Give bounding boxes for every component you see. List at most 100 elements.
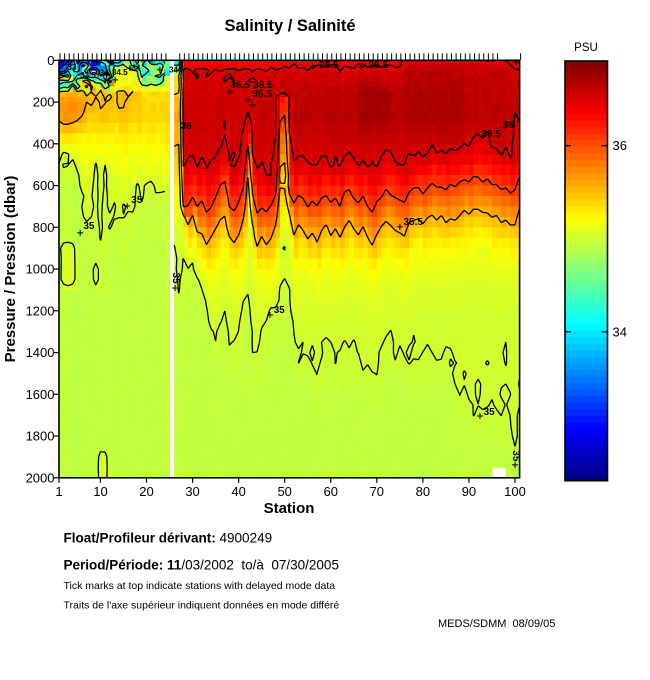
heatmap-cell [252,352,258,364]
heatmap-cell [234,394,240,406]
heatmap-cell [326,81,332,87]
heatmap-cell [261,60,267,67]
heatmap-cell [174,331,180,343]
contour-label-anchor [511,461,518,468]
heatmap-cell [326,373,332,385]
heatmap-cell [206,206,212,218]
heatmap-cell [266,60,272,67]
colorbar-step [565,100,608,108]
heatmap-cell [155,383,161,395]
heatmap-cell [339,112,346,124]
heatmap-cell [344,331,350,343]
heatmap-cell [252,425,258,437]
heatmap-cell [155,102,161,114]
heatmap-cell [482,60,488,67]
heatmap-cell [257,310,263,322]
heatmap-cell [335,206,341,218]
colorbar-step [565,369,608,377]
heatmap-cell [229,216,235,228]
heatmap-cell [445,122,452,134]
heatmap-cell [478,81,484,87]
heatmap-cell [206,279,212,291]
heatmap-cell [303,216,309,228]
heatmap-cell [367,206,373,218]
heatmap-cell [155,352,161,364]
heatmap-cell [432,321,438,333]
heatmap-cell [445,133,452,145]
heatmap-cell [206,185,212,197]
heatmap-cell [455,122,461,134]
heatmap-cell [160,321,166,333]
heatmap-cell [473,321,479,333]
heatmap-cell [353,394,359,406]
heatmap-cell [293,248,300,260]
heatmap-cell [390,96,396,103]
heatmap-cell [132,206,138,218]
heatmap-cell [491,81,498,87]
heatmap-cell [59,60,65,67]
heatmap-cell [441,404,447,416]
heatmap-cell [86,404,92,416]
heatmap-cell [298,143,304,155]
heatmap-cell [372,237,378,249]
heatmap-cell [63,227,69,239]
heatmap-cell [344,60,350,67]
heatmap-cell [330,86,336,93]
colorbar-step [565,120,608,128]
heatmap-cell [505,164,511,176]
heatmap-cell [339,195,346,207]
heatmap-cell [164,383,171,395]
heatmap-cell [224,362,230,374]
heatmap-cell [109,373,115,385]
heatmap-cell [501,65,507,72]
heatmap-cell [137,81,143,87]
heatmap-cell [220,331,226,343]
heatmap-cell [422,70,429,77]
heatmap-cell [164,216,171,228]
heatmap-cell [303,60,309,67]
heatmap-cell [450,310,456,322]
heatmap-cell [501,269,507,281]
heatmap-cell [109,383,115,395]
heatmap-cell [68,300,74,312]
heatmap-cell [390,164,396,176]
heatmap-cell [215,352,221,364]
heatmap-cell [257,185,263,197]
heatmap-cell [505,373,511,385]
heatmap-cell [363,65,369,72]
heatmap-cell [160,96,166,103]
heatmap-cell [95,122,102,134]
heatmap-cell [445,310,452,322]
heatmap-cell [321,415,327,427]
heatmap-cell [487,175,493,187]
heatmap-cell [491,425,498,437]
heatmap-cell [482,237,488,249]
heatmap-cell [376,91,382,98]
heatmap-cell [409,96,415,103]
heatmap-cell [432,175,438,187]
heatmap-cell [418,446,424,458]
heatmap-cell [404,91,410,98]
heatmap-cell [386,81,392,87]
heatmap-cell [114,331,120,343]
heatmap-cell [376,206,382,218]
heatmap-cell [132,258,138,270]
heatmap-cell [183,122,189,134]
heatmap-cell [261,321,267,333]
heatmap-cell [91,65,97,72]
heatmap-cell [224,216,230,228]
heatmap-cell [183,237,189,249]
heatmap-cell [238,289,244,301]
heatmap-cell [114,248,120,260]
heatmap-cell [358,415,364,427]
heatmap-cell [491,164,498,176]
heatmap-cell [418,383,424,395]
heatmap-cell [72,164,78,176]
heatmap-cell [192,102,198,114]
heatmap-cell [132,362,138,374]
heatmap-cell [363,91,369,98]
heatmap-cell [321,352,327,364]
heatmap-cell [450,81,456,87]
heatmap-cell [432,300,438,312]
heatmap-cell [455,415,461,427]
